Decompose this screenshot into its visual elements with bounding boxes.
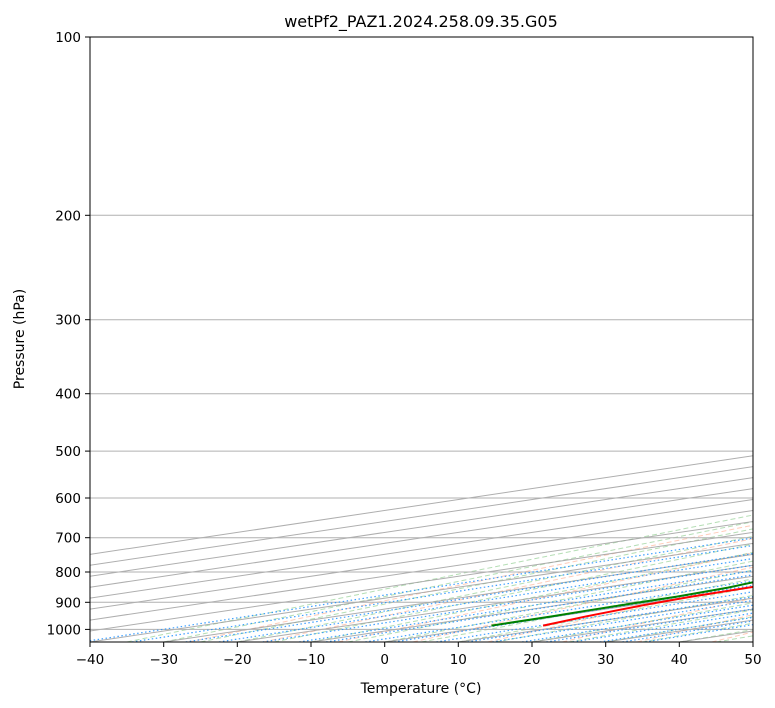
x-tick-label: 10 — [450, 652, 467, 668]
y-tick-label: 300 — [55, 313, 81, 329]
mixing-ratio-line — [599, 616, 753, 642]
y-tick-label: 500 — [55, 444, 81, 460]
dry-adiabat — [412, 566, 753, 642]
x-axis-label: Temperature (°C) — [360, 681, 482, 697]
y-tick-label: 600 — [55, 491, 81, 507]
x-tick-label: 30 — [597, 652, 614, 668]
dewpoint-profile — [491, 581, 753, 627]
mixing-ratio-line — [492, 599, 753, 642]
y-tick-label: 100 — [55, 30, 81, 46]
x-tick-label: −20 — [223, 652, 252, 668]
mixing-ratio-line — [522, 604, 753, 642]
y-axis-label: Pressure (hPa) — [12, 289, 28, 389]
x-tick-label: 50 — [744, 652, 761, 668]
dry-adiabat — [562, 597, 753, 642]
moist-adiabat — [200, 528, 753, 642]
x-tick-label: 40 — [671, 652, 688, 668]
mixing-ratio-line — [131, 544, 753, 642]
mixing-ratio-line — [185, 552, 753, 642]
moist-adiabat — [126, 514, 753, 642]
y-tick-label: 900 — [55, 595, 81, 611]
x-tick-label: −40 — [76, 652, 105, 668]
isotherm — [90, 466, 753, 566]
y-tick-label: 700 — [55, 531, 81, 547]
isotherm — [90, 509, 753, 610]
isotherm — [90, 520, 753, 621]
y-tick-label: 400 — [55, 387, 81, 403]
moist-adiabat — [495, 594, 753, 642]
moist-adiabat — [347, 560, 753, 642]
mixing-ratio-line — [546, 608, 753, 642]
mixing-ratio-line — [572, 612, 753, 642]
x-tick-label: −10 — [297, 652, 326, 668]
mixing-ratio-line — [90, 537, 753, 642]
y-tick-label: 200 — [55, 208, 81, 224]
x-tick-label: 20 — [523, 652, 540, 668]
isotherm — [90, 477, 753, 577]
moist-adiabat — [274, 543, 753, 642]
axis-ticks: −40 −30 −20 −10 0 10 20 30 40 50 100 200 300 400 500 60… — [47, 30, 762, 668]
plot-frame — [89, 36, 754, 643]
plot-area: 0.10.20.40.611.52346810131620253036 — [90, 37, 753, 642]
y-tick-label: 1000 — [47, 622, 81, 638]
isotherm — [90, 488, 753, 588]
x-tick-label: 0 — [380, 652, 389, 668]
isotherm — [90, 455, 753, 555]
mixing-ratio-line — [218, 557, 753, 642]
dry-adiabat — [263, 538, 753, 642]
isotherm — [90, 531, 753, 632]
y-tick-label: 800 — [55, 565, 81, 581]
dry-adiabat — [188, 524, 753, 642]
isotherm — [90, 499, 753, 599]
chart-title: wetPf2_PAZ1.2024.258.09.35.G05 — [284, 12, 558, 32]
x-tick-label: −30 — [149, 652, 178, 668]
